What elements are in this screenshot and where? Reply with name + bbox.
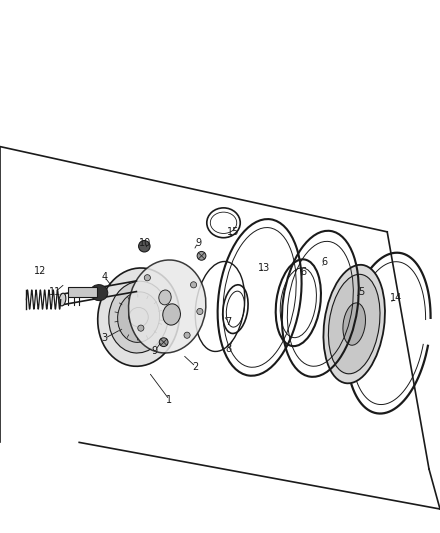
- Text: 2: 2: [193, 362, 199, 372]
- Text: 14: 14: [390, 294, 402, 303]
- Circle shape: [191, 282, 197, 288]
- Text: 11: 11: [49, 287, 61, 297]
- Text: 8: 8: [226, 344, 232, 354]
- Text: 1: 1: [166, 395, 172, 405]
- Text: 5: 5: [359, 287, 365, 297]
- Text: 3: 3: [102, 334, 108, 343]
- Text: 10: 10: [139, 238, 151, 247]
- Ellipse shape: [343, 303, 366, 345]
- Circle shape: [138, 325, 144, 331]
- Ellipse shape: [117, 292, 160, 342]
- Ellipse shape: [128, 260, 206, 353]
- Ellipse shape: [328, 274, 380, 374]
- Ellipse shape: [98, 268, 180, 366]
- Ellipse shape: [109, 281, 169, 353]
- Text: 6: 6: [322, 257, 328, 267]
- Circle shape: [159, 338, 168, 346]
- Ellipse shape: [323, 265, 385, 383]
- Text: 7: 7: [226, 317, 232, 327]
- Text: 9: 9: [152, 346, 158, 356]
- Text: 6: 6: [301, 267, 307, 277]
- Circle shape: [144, 274, 150, 281]
- Text: 12: 12: [34, 266, 47, 276]
- FancyBboxPatch shape: [68, 287, 97, 297]
- Text: 9: 9: [195, 238, 201, 247]
- Circle shape: [139, 240, 150, 252]
- Ellipse shape: [159, 290, 171, 305]
- Circle shape: [184, 332, 190, 338]
- Text: 13: 13: [258, 263, 270, 272]
- Circle shape: [197, 252, 206, 260]
- Text: 4: 4: [102, 272, 108, 282]
- Ellipse shape: [163, 304, 180, 325]
- Text: 15: 15: [227, 227, 239, 237]
- Circle shape: [129, 308, 148, 327]
- Ellipse shape: [90, 285, 108, 301]
- Circle shape: [197, 309, 203, 314]
- Ellipse shape: [59, 293, 66, 306]
